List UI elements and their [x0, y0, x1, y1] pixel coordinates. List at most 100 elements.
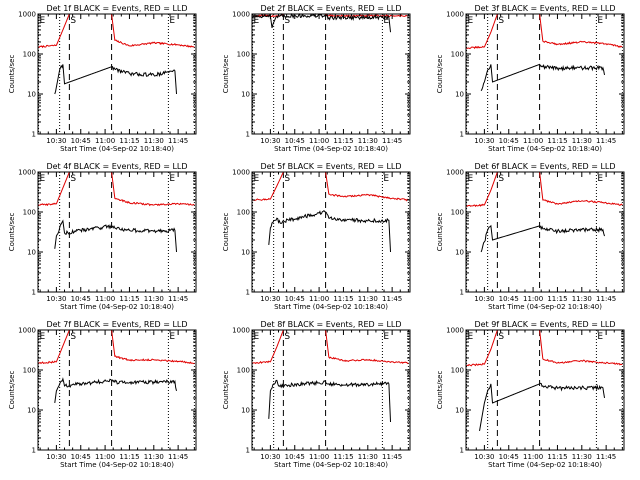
marker-label-3: S — [70, 332, 76, 342]
panel-title: Det 8f BLACK = Events, RED = LLD — [260, 320, 401, 329]
y-tick-label: 100 — [23, 367, 36, 375]
x-tick-label: 10:45 — [285, 295, 305, 303]
x-tick-label: 11:45 — [168, 137, 188, 145]
x-tick-label: 10:30 — [260, 137, 280, 145]
y-tick-label: 10 — [27, 407, 36, 415]
marker-label-3: S — [70, 16, 76, 26]
series-events-line — [54, 377, 178, 404]
y-tick-label: 1000 — [18, 327, 36, 335]
marker-label-3: S — [498, 174, 504, 184]
x-tick-label: 10:30 — [46, 137, 66, 145]
y-tick-label: 1000 — [18, 169, 36, 177]
x-tick-label: 11:45 — [168, 295, 188, 303]
x-tick-label: 11:45 — [596, 137, 616, 145]
series-lld-line — [38, 13, 195, 49]
y-tick-label: 1000 — [446, 11, 464, 19]
series-events-line — [268, 379, 392, 423]
x-tick-label: 11:00 — [309, 137, 329, 145]
x-tick-label: 11:15 — [119, 137, 139, 145]
y-tick-label: 10 — [455, 249, 464, 257]
marker-label-3: S — [498, 332, 504, 342]
y-tick-label: 100 — [451, 209, 464, 217]
x-axis-label: Start Time (04-Sep-02 10:18:40) — [60, 461, 174, 469]
x-tick-label: 11:00 — [523, 453, 543, 461]
y-tick-label: 1000 — [232, 327, 250, 335]
y-axis-label: Counts/sec — [222, 55, 230, 94]
y-axis-label: Counts/sec — [436, 213, 444, 252]
panel-title: Det 9f BLACK = Events, RED = LLD — [474, 320, 615, 329]
plot-frame — [251, 171, 411, 293]
marker-label-3: S — [284, 174, 290, 184]
plot-frame — [37, 329, 197, 451]
x-axis-label: Start Time (04-Sep-02 10:18:40) — [274, 303, 388, 311]
marker-label-3: S — [498, 16, 504, 26]
x-tick-label: 11:00 — [95, 137, 115, 145]
x-tick-label: 11:30 — [358, 137, 378, 145]
x-tick-label: 11:45 — [168, 453, 188, 461]
x-tick-label: 11:30 — [144, 137, 164, 145]
series-lld-line — [38, 171, 195, 207]
y-tick-label: 10 — [241, 249, 250, 257]
plot-frame — [465, 13, 625, 135]
x-tick-label: 10:45 — [499, 453, 519, 461]
series-lld-line — [466, 171, 623, 208]
y-tick-label: 1000 — [232, 11, 250, 19]
panel-title: Det 5f BLACK = Events, RED = LLD — [260, 162, 401, 171]
y-axis-label: Counts/sec — [8, 371, 16, 410]
x-tick-label: 10:30 — [474, 295, 494, 303]
y-tick-label: 100 — [237, 367, 250, 375]
y-tick-label: 1000 — [446, 169, 464, 177]
series-lld-line — [466, 329, 623, 367]
series-lld-line — [252, 171, 409, 202]
x-tick-label: 11:00 — [95, 295, 115, 303]
marker-label-1: E — [40, 16, 46, 26]
marker-label-5: E — [169, 16, 175, 26]
marker-label-1: E — [468, 174, 474, 184]
x-tick-label: 11:00 — [309, 453, 329, 461]
x-tick-label: 11:15 — [333, 453, 353, 461]
y-tick-label: 1 — [246, 289, 250, 297]
y-tick-label: 1 — [460, 447, 464, 455]
x-tick-label: 11:30 — [358, 295, 378, 303]
y-tick-label: 10 — [455, 91, 464, 99]
y-tick-label: 100 — [23, 209, 36, 217]
y-tick-label: 1 — [460, 131, 464, 139]
marker-label-5: E — [597, 174, 603, 184]
x-tick-label: 11:30 — [144, 295, 164, 303]
y-axis-label: Counts/sec — [436, 55, 444, 94]
x-tick-label: 11:15 — [119, 453, 139, 461]
x-tick-label: 11:15 — [333, 295, 353, 303]
x-tick-label: 11:15 — [547, 453, 567, 461]
panel-title: Det 2f BLACK = Events, RED = LLD — [260, 4, 401, 13]
marker-label-5: E — [597, 16, 603, 26]
x-tick-label: 11:45 — [382, 137, 402, 145]
y-tick-label: 1 — [246, 131, 250, 139]
marker-label-5: E — [597, 332, 603, 342]
x-tick-label: 11:15 — [119, 295, 139, 303]
x-axis-label: Start Time (04-Sep-02 10:18:40) — [60, 303, 174, 311]
x-tick-label: 10:45 — [71, 453, 91, 461]
x-tick-label: 10:45 — [285, 453, 305, 461]
x-tick-label: 11:30 — [572, 137, 592, 145]
y-tick-label: 100 — [451, 367, 464, 375]
x-tick-label: 11:45 — [382, 453, 402, 461]
y-axis-label: Counts/sec — [222, 213, 230, 252]
y-tick-label: 1 — [32, 131, 36, 139]
x-tick-label: 10:30 — [46, 453, 66, 461]
x-tick-label: 10:30 — [474, 137, 494, 145]
plot-frame — [251, 329, 411, 451]
series-events-line — [54, 64, 178, 95]
series-lld-line — [466, 13, 623, 50]
x-tick-label: 11:15 — [333, 137, 353, 145]
x-tick-label: 10:30 — [474, 453, 494, 461]
y-tick-label: 1000 — [446, 327, 464, 335]
y-tick-label: 100 — [237, 51, 250, 59]
y-tick-label: 1 — [460, 289, 464, 297]
